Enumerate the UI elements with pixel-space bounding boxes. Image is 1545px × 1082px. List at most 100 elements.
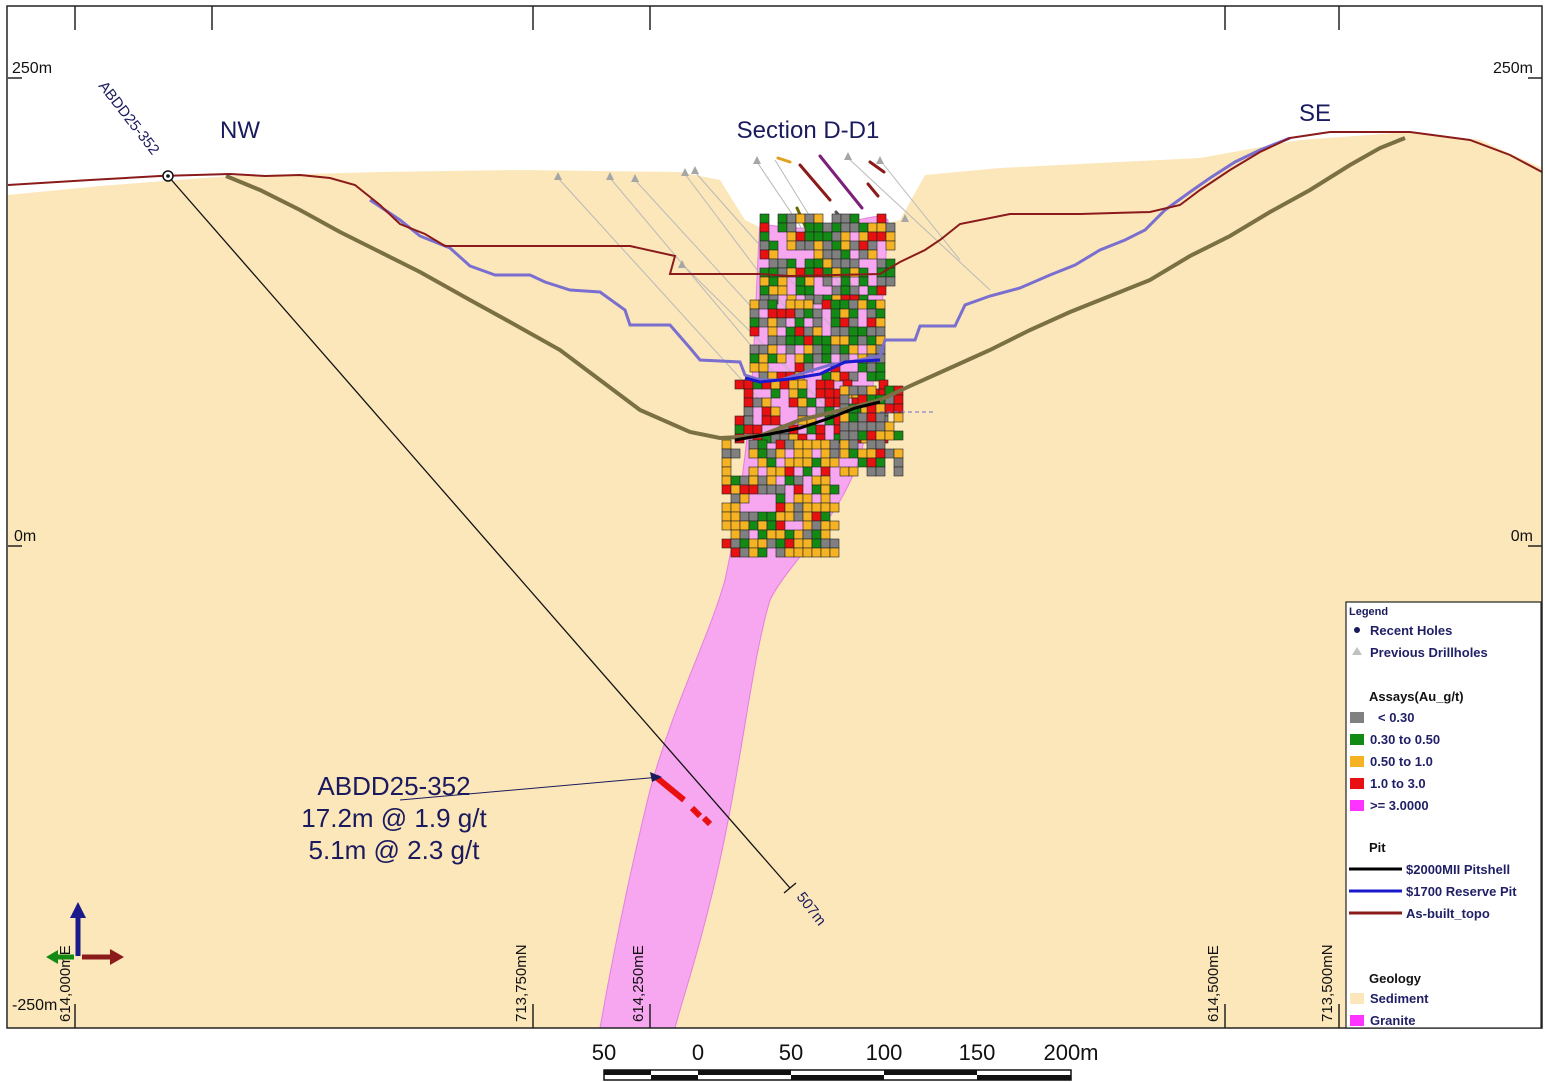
geology-swatch — [1350, 993, 1364, 1004]
assay-block — [748, 484, 759, 495]
assay-block — [785, 344, 796, 355]
assay-block — [812, 308, 823, 319]
assay-block — [812, 335, 823, 346]
assay-block — [822, 240, 833, 251]
assay-block — [748, 439, 759, 450]
assay-block — [829, 520, 840, 531]
assay-block — [786, 231, 797, 242]
scale-label: 0 — [692, 1040, 704, 1065]
assay-block — [775, 448, 786, 459]
assay-block — [829, 448, 840, 459]
assay-block — [866, 371, 877, 382]
assay-block — [784, 529, 795, 540]
assay-block — [784, 502, 795, 513]
legend-assays: < 0.30 0.30 to 0.50 0.50 to 1.0 1.0 to 3.0 >… — [1350, 710, 1440, 813]
assay-block — [848, 430, 859, 441]
assay-block — [812, 344, 823, 355]
assay-block — [748, 520, 759, 531]
assay-block — [743, 424, 754, 435]
assay-block — [766, 457, 777, 468]
assay-block — [776, 353, 787, 364]
orientation-arrows-icon — [46, 902, 124, 965]
assay-block — [822, 231, 833, 242]
assay-block — [770, 406, 781, 417]
assay-block — [721, 466, 732, 477]
assay-block — [840, 231, 851, 242]
assay-block — [784, 547, 795, 558]
assay-block — [820, 547, 831, 558]
assay-block — [757, 484, 768, 495]
assay-block — [822, 276, 833, 287]
assay-legend-label: 0.30 to 0.50 — [1370, 732, 1440, 747]
assay-block — [813, 213, 824, 224]
callout-intercept-1: 17.2m @ 1.9 g/t — [301, 803, 487, 833]
pitshell-trace-olive — [225, 136, 1406, 441]
assay-block — [776, 308, 787, 319]
assay-block — [858, 267, 869, 278]
assay-block — [721, 511, 732, 522]
assay-block — [743, 397, 754, 408]
assay-block — [802, 511, 813, 522]
assay-block — [893, 466, 904, 477]
assay-block — [866, 308, 877, 319]
assay-block — [803, 353, 814, 364]
assay-block — [811, 502, 822, 513]
assay-block — [794, 326, 805, 337]
assay-block — [793, 448, 804, 459]
legend-pits: $2000MII Pitshell $1700 Reserve Pit As-bui… — [1349, 862, 1517, 921]
assay-block — [820, 466, 831, 477]
assay-block — [839, 371, 850, 382]
assay-block — [875, 362, 886, 373]
assay-block — [840, 213, 851, 224]
assay-block — [748, 511, 759, 522]
assay-block — [804, 231, 815, 242]
assay-block — [857, 326, 868, 337]
scale-label: 100 — [866, 1040, 903, 1065]
assay-block — [759, 276, 770, 287]
legend-geology: Sediment Granite — [1350, 991, 1429, 1028]
assay-block — [839, 430, 850, 441]
assay-block — [739, 520, 750, 531]
assay-block — [784, 457, 795, 468]
assay-block — [793, 493, 804, 504]
assay-block — [739, 493, 750, 504]
assay-block — [748, 538, 759, 549]
assay-block — [857, 448, 868, 459]
hole-intercepts — [654, 774, 713, 827]
assay-block — [804, 285, 815, 296]
reserve-pit-trace — [369, 136, 1291, 382]
assay-block — [803, 299, 814, 310]
assay-block — [766, 448, 777, 459]
assay-block — [795, 231, 806, 242]
assay-block — [849, 258, 860, 269]
assay-legend-label: 1.0 to 3.0 — [1370, 776, 1426, 791]
elev-bottom-left: -250m — [12, 997, 57, 1014]
assay-block — [804, 276, 815, 287]
assay-block — [784, 511, 795, 522]
assay-block — [734, 379, 745, 390]
assay-block — [824, 388, 835, 399]
assay-block — [804, 222, 815, 233]
assay-block — [848, 466, 859, 477]
assay-block — [775, 520, 786, 531]
assay-block — [743, 388, 754, 399]
assay-block — [866, 326, 877, 337]
assay-block — [820, 448, 831, 459]
assay-block — [749, 317, 760, 328]
assay-block — [875, 412, 886, 423]
assay-block — [739, 484, 750, 495]
assay-block — [758, 362, 769, 373]
grid-label-e2: 614,250mE — [630, 945, 647, 1022]
callout-leader — [399, 776, 661, 801]
assay-block — [784, 538, 795, 549]
assay-block — [848, 385, 859, 396]
assay-block — [839, 335, 850, 346]
assay-block — [885, 222, 896, 233]
assay-block — [820, 439, 831, 450]
assay-legend-label: >= 3.0000 — [1370, 798, 1429, 813]
assay-block — [830, 308, 841, 319]
assay-block — [840, 240, 851, 251]
grid-label-e3: 614,500mE — [1205, 945, 1222, 1022]
legend-title: Legend — [1349, 606, 1388, 618]
